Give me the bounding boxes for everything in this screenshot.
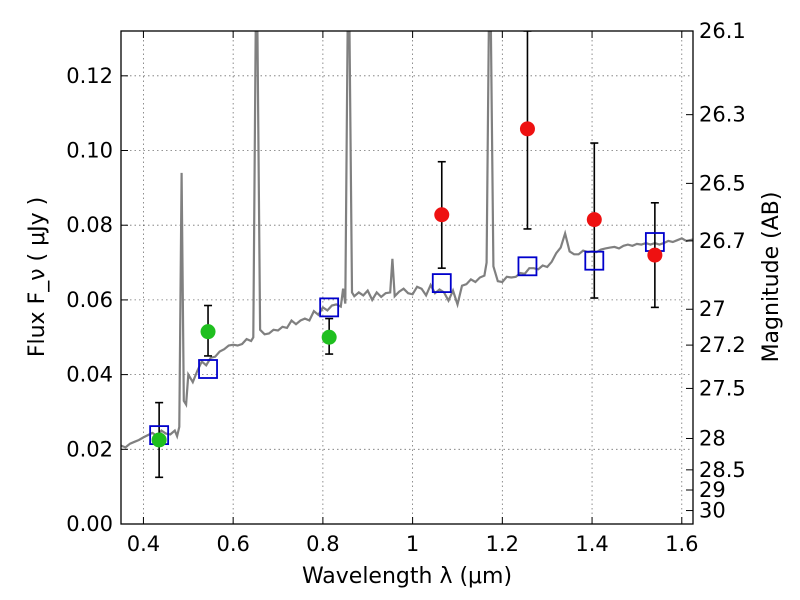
y-tick-label: 0.10	[66, 139, 113, 163]
y-tick-label: 0.08	[66, 213, 113, 237]
y-tick-label: 0.04	[66, 363, 113, 387]
model-square	[198, 359, 218, 379]
right-tick-label: 26.5	[699, 171, 746, 195]
x-tick-label: 1.6	[665, 532, 698, 556]
y-axis-label: Flux F_ν ( μJy )	[25, 197, 50, 357]
y-tick-label: 0.02	[66, 437, 113, 461]
red-point	[647, 247, 663, 263]
right-tick-label: 26.3	[699, 103, 746, 127]
green-point	[321, 329, 337, 345]
y-tick-label: 0.06	[66, 288, 113, 312]
model-square	[319, 297, 340, 318]
y-axis-left: 0.00 0.02 0.04 0.06 0.08 0.10 0.12	[66, 64, 128, 536]
red-point	[434, 207, 450, 223]
y-tick-label: 0.00	[66, 512, 113, 536]
right-tick-label: 26.7	[699, 229, 746, 253]
x-tick-label: 1.4	[575, 532, 608, 556]
right-tick-label: 29	[699, 478, 726, 502]
plot-background	[121, 31, 693, 524]
right-tick-label: 27	[699, 297, 726, 321]
green-point	[151, 432, 167, 448]
model-square	[517, 256, 538, 277]
y-tick-label: 0.12	[66, 64, 113, 88]
x-axis-label: Wavelength λ (μm)	[302, 564, 512, 589]
plot-frame	[120, 30, 694, 525]
right-tick-label: 27.2	[699, 333, 746, 357]
observed-points	[151, 121, 663, 448]
green-point	[200, 324, 216, 340]
right-tick-label: 26.1	[699, 19, 746, 43]
right-tick-label: 30	[699, 499, 726, 523]
red-point	[519, 121, 535, 137]
x-tick-label: 0.4	[127, 532, 160, 556]
model-points	[149, 232, 665, 446]
model-square	[584, 250, 605, 271]
red-point	[586, 212, 602, 228]
model-square	[431, 273, 452, 294]
y-axis-right-label: Magnitude (AB)	[759, 192, 784, 363]
x-tick-label: 0.6	[216, 532, 249, 556]
x-tick-label: 1.2	[486, 532, 519, 556]
x-tick-label: 0.8	[306, 532, 339, 556]
plot-area	[121, 31, 693, 479]
x-axis: 0.4 0.6 0.8 1 1.2 1.4 1.6	[127, 31, 698, 556]
right-tick-label: 27.5	[699, 376, 746, 400]
right-tick-label: 28	[699, 426, 726, 450]
x-tick-label: 1	[406, 532, 419, 556]
right-tick-label: 28.5	[699, 458, 746, 482]
